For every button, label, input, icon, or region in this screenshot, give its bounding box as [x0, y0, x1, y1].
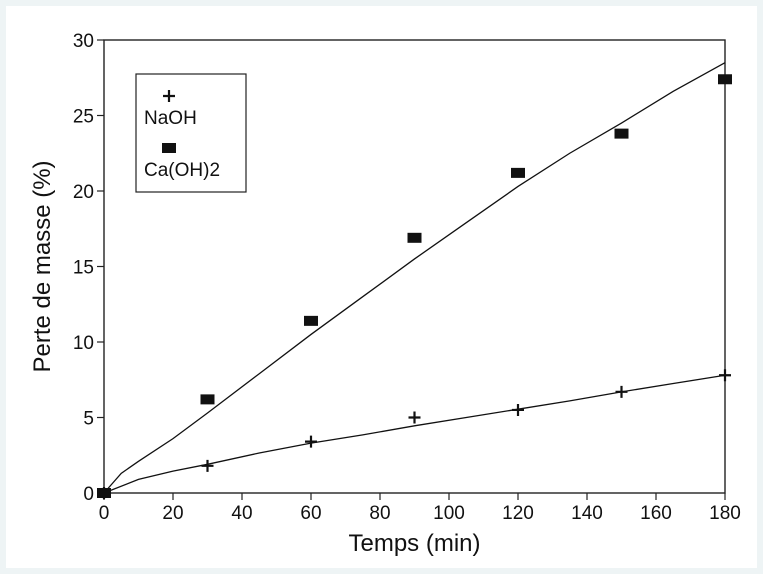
legend-label-series-0: NaOH — [144, 108, 197, 129]
legend-marker-series-0 — [163, 90, 175, 102]
x-tick-label: 180 — [709, 503, 741, 524]
x-tick-label: 20 — [162, 503, 183, 524]
data-point-series-1 — [718, 74, 732, 85]
x-tick-label: 100 — [433, 503, 465, 524]
chart-svg: 0 20 40 60 80 100 120 140 160 180 0 5 10 15 20 25 30 NaO… — [29, 31, 741, 557]
data-point-series-1 — [614, 128, 629, 139]
y-tick-label: 10 — [73, 333, 94, 354]
data-point-series-1 — [304, 315, 318, 326]
y-tick-label: 15 — [73, 258, 94, 279]
x-tick-label: 140 — [571, 503, 603, 524]
data-point-series-0 — [512, 403, 524, 416]
fit-curve-series-1 — [103, 62, 726, 494]
legend-marker-series-1 — [162, 143, 176, 153]
y-tick-label: 0 — [83, 484, 94, 505]
x-tick-label: 60 — [300, 503, 321, 524]
x-tick-label: 0 — [99, 503, 110, 524]
chart-figure: 0 20 40 60 80 100 120 140 160 180 0 5 10 15 20 25 30 NaO… — [6, 6, 757, 568]
fit-curve-series-0 — [103, 374, 726, 494]
data-point-series-0 — [201, 459, 214, 472]
data-point-series-1 — [200, 394, 215, 405]
y-tick-label: 20 — [73, 182, 94, 203]
data-point-series-0 — [408, 411, 421, 424]
data-point-series-1 — [407, 232, 422, 243]
x-tick-label: 160 — [640, 503, 672, 524]
x-axis-title: Temps (min) — [348, 530, 480, 557]
data-point-series-0 — [615, 385, 628, 398]
x-tick-label: 80 — [369, 503, 390, 524]
x-tick-label: 120 — [502, 503, 534, 524]
y-tick-label: 30 — [73, 31, 94, 52]
data-point-series-1 — [511, 167, 525, 178]
legend-box — [135, 73, 247, 193]
y-tick-label: 25 — [73, 107, 94, 128]
data-point-series-0 — [305, 435, 317, 448]
legend-label-series-1: Ca(OH)2 — [144, 160, 220, 181]
y-axis-title: Perte de masse (%) — [29, 160, 56, 372]
data-point-series-0 — [719, 369, 731, 382]
data-point-series-1 — [97, 488, 111, 498]
y-tick-label: 5 — [83, 409, 94, 430]
x-tick-label: 40 — [231, 503, 252, 524]
